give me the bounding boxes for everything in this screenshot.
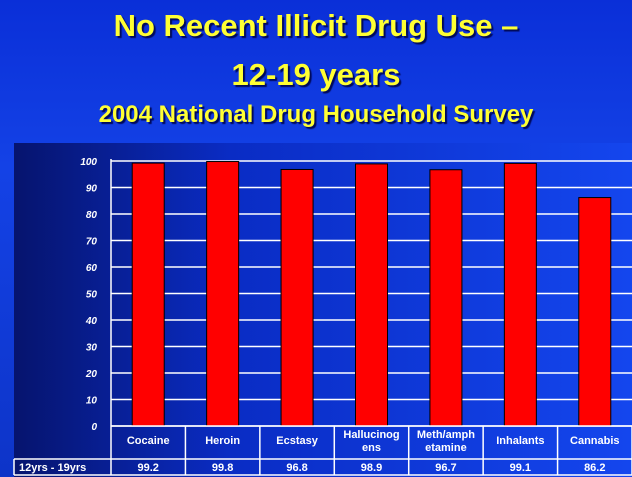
value-label: 86.2 <box>584 462 605 474</box>
category-label: Inhalants <box>496 435 544 447</box>
y-tick-label: 0 <box>91 422 97 433</box>
y-tick-label: 70 <box>86 237 98 248</box>
slide-subtitle: 2004 National Drug Household Survey <box>98 101 534 128</box>
y-tick-label: 10 <box>86 396 98 407</box>
y-tick-label: 30 <box>86 343 98 354</box>
bar-heroin <box>206 161 240 427</box>
category-label: Cocaine <box>127 435 170 447</box>
category-label: etamine <box>425 442 467 454</box>
slide-title: No Recent Illicit Drug Use – <box>113 8 519 43</box>
y-tick-label: 60 <box>86 263 98 274</box>
category-label: Ecstasy <box>276 435 318 447</box>
slide-title-age-range: 12-19 years <box>231 57 401 92</box>
value-label: 99.2 <box>138 462 159 474</box>
value-label: 99.1 <box>510 462 531 474</box>
bar-hallucinog <box>355 163 388 427</box>
category-label: Hallucinog <box>343 429 399 441</box>
value-label: 96.7 <box>435 462 456 474</box>
y-tick-label: 90 <box>86 184 98 195</box>
category-label: Meth/amph <box>417 429 475 441</box>
category-label: Cannabis <box>570 435 620 447</box>
bar-cocaine <box>131 162 165 427</box>
bar-inhalants <box>503 162 537 427</box>
bar-meth-amph <box>429 169 463 427</box>
category-label: Heroin <box>205 435 240 447</box>
value-label: 99.8 <box>212 462 233 474</box>
bar-ecstasy <box>280 168 314 427</box>
category-label: ens <box>362 442 381 454</box>
bar-cannabis <box>578 197 612 427</box>
y-tick-label: 40 <box>85 316 98 327</box>
y-tick-label: 50 <box>86 290 98 301</box>
y-tick-label: 20 <box>85 369 98 380</box>
series-row-label: 12yrs - 19yrs <box>19 462 86 474</box>
value-label: 96.8 <box>286 462 307 474</box>
y-tick-label: 100 <box>80 157 97 168</box>
value-label: 98.9 <box>361 462 382 474</box>
y-tick-label: 80 <box>86 210 98 221</box>
